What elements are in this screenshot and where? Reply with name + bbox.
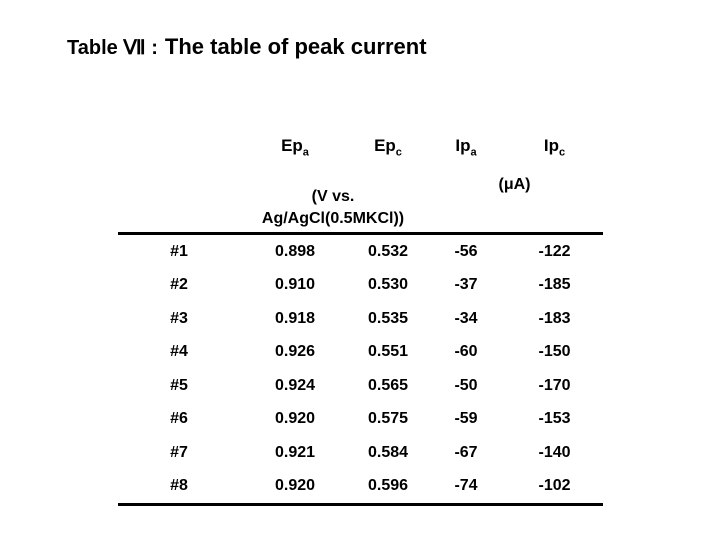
col-header-epc: Epc: [350, 128, 426, 164]
slide-title: Table Ⅶ : The table of peak current: [67, 34, 427, 63]
epa-value-cell: 0.920: [274, 410, 316, 428]
ipa-value-cell: -59: [454, 410, 478, 428]
ipc-value-cell: -170: [538, 376, 571, 394]
epa-value-cell: 0.918: [274, 309, 316, 327]
table-row: #5 0.924 0.565 -50 -170: [118, 369, 603, 403]
slide-title-prefix: Table Ⅶ :: [67, 37, 158, 59]
table-row: #1 0.898 0.532 -56 -122: [118, 234, 603, 269]
table-body: #1 0.898 0.532 -56 -122 #2 0.910 0.530 -…: [118, 234, 603, 505]
ipc-value-cell: -140: [538, 443, 571, 461]
ipc-value-cell: -153: [538, 410, 571, 428]
epa-value-cell: 0.924: [274, 376, 316, 394]
units-potential: (V vs. Ag/AgCl(0.5MKCl)): [240, 164, 426, 235]
epa-value-cell: 0.898: [274, 242, 316, 260]
table-row: #7 0.921 0.584 -67 -140: [118, 436, 603, 470]
units-current-label: (μA): [498, 176, 531, 193]
col-header-ipc-sub: c: [558, 146, 566, 159]
row-label-cell: #4: [170, 343, 188, 361]
col-header-ipc: Ipc: [506, 128, 603, 164]
epa-value-cell: 0.910: [274, 276, 316, 294]
corner-cell: [118, 128, 240, 164]
col-header-ipc-base: Ip: [543, 136, 559, 155]
ipc-value-cell: -122: [538, 242, 571, 260]
epa-value-cell: 0.920: [274, 477, 316, 495]
col-header-ipa-sub: a: [470, 146, 477, 159]
epc-value-cell: 0.551: [367, 343, 409, 361]
ipa-value-cell: -60: [454, 343, 478, 361]
ipa-value-cell: -50: [454, 376, 478, 394]
row-label-cell: #1: [170, 242, 188, 260]
epc-value-cell: 0.532: [367, 242, 409, 260]
table-row: #2 0.910 0.530 -37 -185: [118, 269, 603, 303]
epc-value-cell: 0.584: [367, 443, 409, 461]
row-label-cell: #7: [170, 443, 188, 461]
units-empty-cell: [118, 164, 240, 235]
row-label-cell: #6: [170, 410, 188, 428]
ipa-value-cell: -37: [454, 276, 478, 294]
table-row: #8 0.920 0.596 -74 -102: [118, 470, 603, 505]
ipa-value-cell: -56: [454, 242, 478, 260]
epc-value-cell: 0.535: [367, 309, 409, 327]
slide-title-main: The table of peak current: [164, 34, 427, 59]
row-label-cell: #8: [170, 477, 188, 495]
row-label-cell: #5: [170, 376, 188, 394]
peak-current-table: Epa Epc Ipa Ipc (V vs. Ag/AgCl(0.5MKCl))…: [118, 128, 603, 506]
col-header-ipa: Ipa: [426, 128, 506, 164]
ipc-value-cell: -185: [538, 276, 571, 294]
table-header-row: Epa Epc Ipa Ipc: [118, 128, 603, 164]
ipa-value-cell: -67: [454, 443, 478, 461]
col-header-epa-sub: a: [302, 146, 309, 159]
row-label-cell: #3: [170, 309, 188, 327]
col-header-epa: Epa: [240, 128, 350, 164]
col-header-epc-base: Ep: [374, 136, 396, 155]
ipc-value-cell: -102: [538, 477, 571, 495]
ipa-value-cell: -34: [454, 309, 478, 327]
col-header-epa-base: Ep: [281, 136, 303, 155]
col-header-epc-sub: c: [395, 146, 402, 159]
units-potential-line1: (V vs.: [311, 188, 355, 205]
col-header-ipa-base: Ip: [455, 136, 471, 155]
epc-value-cell: 0.530: [367, 276, 409, 294]
epc-value-cell: 0.596: [367, 477, 409, 495]
epa-value-cell: 0.921: [274, 443, 316, 461]
table-units-row: (V vs. Ag/AgCl(0.5MKCl)) (μA): [118, 164, 603, 235]
units-current: (μA): [426, 164, 603, 235]
epc-value-cell: 0.565: [367, 376, 409, 394]
epa-value-cell: 0.926: [274, 343, 316, 361]
table-row: #4 0.926 0.551 -60 -150: [118, 336, 603, 370]
table-row: #6 0.920 0.575 -59 -153: [118, 403, 603, 437]
ipa-value-cell: -74: [454, 477, 478, 495]
units-potential-line2: Ag/AgCl(0.5MKCl)): [261, 210, 405, 227]
epc-value-cell: 0.575: [367, 410, 409, 428]
table-row: #3 0.918 0.535 -34 -183: [118, 302, 603, 336]
ipc-value-cell: -183: [538, 309, 571, 327]
row-label-cell: #2: [170, 276, 188, 294]
ipc-value-cell: -150: [538, 343, 571, 361]
